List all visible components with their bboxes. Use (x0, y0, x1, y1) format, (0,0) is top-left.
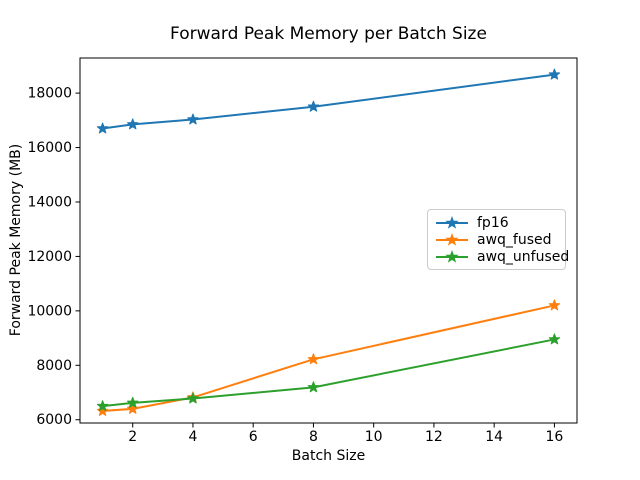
line-star-marker-icon (436, 249, 468, 263)
legend-item-fp16: fp16 (435, 214, 559, 231)
series-marker-awq_unfused (96, 400, 109, 412)
series-marker-awq_fused (96, 405, 109, 416)
series-line-awq_fused (101, 304, 556, 413)
legend-item-awq-unfused: awq_unfused (435, 248, 569, 265)
series-line-fp16 (101, 73, 556, 130)
legend-item-awq-fused: awq_fused (435, 231, 559, 248)
legend-label: awq_unfused (477, 248, 570, 265)
legend: fp16 awq_fused awq_unfused (427, 209, 569, 270)
legend-label: awq_fused (477, 231, 552, 248)
line-star-marker-icon (436, 215, 468, 229)
x-tick-label: 8 (309, 429, 318, 445)
y-tick-label: 18000 (27, 86, 72, 102)
x-tick-label: 6 (249, 429, 258, 445)
series-marker-fp16 (187, 113, 199, 125)
series-marker-awq_fused (307, 353, 320, 365)
y-tick-label: 6000 (36, 412, 72, 428)
x-axis-label: Batch Size (291, 448, 366, 464)
y-tick-label: 16000 (27, 140, 72, 156)
series-marker-awq_unfused (187, 392, 199, 404)
y-axis-label: Forward Peak Memory (MB) (8, 143, 24, 337)
series-marker-awq_unfused (126, 396, 139, 408)
legend-sample-star-icon (445, 215, 459, 229)
legend-sample-star-icon (445, 232, 459, 246)
series-marker-fp16 (126, 118, 139, 130)
x-tick-label: 12 (425, 429, 443, 445)
series-marker-awq_fused (126, 402, 139, 414)
y-tick-label: 12000 (27, 249, 72, 265)
legend-sample-star-icon (445, 249, 459, 263)
series-line-awq_unfused (101, 338, 556, 408)
series-marker-awq_unfused (307, 381, 320, 393)
series-marker-fp16 (307, 100, 320, 112)
plot-border (79, 57, 578, 424)
chart-title: Forward Peak Memory per Batch Size (170, 24, 487, 44)
x-tick-label: 16 (545, 429, 563, 445)
x-tick-label: 14 (485, 429, 503, 445)
x-tick-label: 2 (128, 429, 137, 445)
y-tick-label: 14000 (27, 194, 72, 210)
series-marker-awq_fused (548, 299, 561, 311)
series-marker-fp16 (548, 68, 561, 80)
series-marker-awq_unfused (548, 333, 561, 345)
y-tick-label: 10000 (27, 303, 72, 319)
x-tick-label: 4 (188, 429, 197, 445)
y-tick-label: 8000 (36, 358, 72, 374)
legend-label: fp16 (477, 214, 509, 231)
series-marker-fp16 (96, 122, 109, 134)
x-tick-label: 10 (365, 429, 383, 445)
line-star-marker-icon (436, 232, 468, 246)
